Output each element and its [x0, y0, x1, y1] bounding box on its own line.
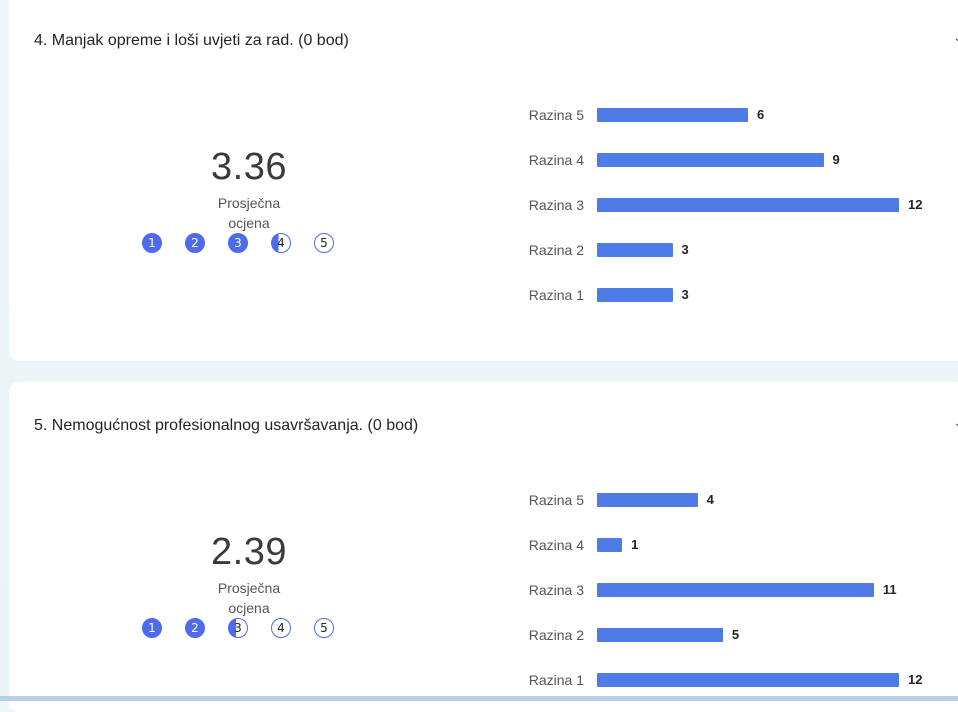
rating-circle-1: 1	[142, 618, 162, 638]
bar-row: Razina 3 11	[518, 580, 958, 600]
average-rating-label: Prosječna ocjena	[217, 580, 281, 616]
bar-row: Razina 2 5	[518, 625, 958, 645]
rating-circle-3: 3	[228, 618, 248, 638]
bar	[597, 153, 824, 167]
question-title: 4. Manjak opreme i loši uvjeti za rad. (…	[34, 32, 349, 49]
chevron-down-icon[interactable]: ⌄	[953, 30, 958, 46]
bar	[597, 493, 698, 507]
bottom-border	[0, 696, 958, 701]
bar-label: Razina 3	[528, 197, 584, 213]
bar-row: Razina 5 4	[518, 490, 958, 510]
bar-label: Razina 2	[528, 242, 584, 258]
bar-label: Razina 1	[528, 672, 584, 688]
rating-circles: 1 2 3 4 5	[142, 233, 342, 257]
bar-count: 11	[882, 582, 897, 597]
bar-count: 1	[631, 537, 639, 552]
bar-count: 12	[908, 672, 923, 687]
bar-row: Razina 2 3	[518, 240, 958, 260]
bar-count: 9	[832, 152, 840, 167]
bar-row: Razina 1 3	[518, 285, 958, 305]
bar-label: Razina 5	[528, 492, 584, 508]
question-card-4: 4. Manjak opreme i loši uvjeti za rad. (…	[9, 0, 958, 361]
rating-circle-2: 2	[185, 618, 205, 638]
bar-row: Razina 3 12	[518, 195, 958, 215]
bar	[597, 198, 899, 212]
average-rating-label: Prosječna ocjena	[217, 195, 281, 231]
bar-label: Razina 3	[528, 582, 584, 598]
average-rating-value: 3.36	[211, 146, 287, 188]
bar-count: 4	[706, 492, 714, 507]
bar	[597, 288, 673, 302]
rating-circle-5: 5	[314, 233, 334, 253]
bar-count: 3	[681, 242, 689, 257]
rating-circle-1: 1	[142, 233, 162, 253]
chevron-down-icon[interactable]: ⌄	[953, 415, 958, 431]
bar-label: Razina 5	[528, 107, 584, 123]
bar-count: 3	[681, 287, 689, 302]
rating-circle-3: 3	[228, 233, 248, 253]
average-rating-value: 2.39	[211, 531, 287, 573]
question-title: 5. Nemogućnost profesionalnog usavršavan…	[34, 417, 419, 434]
rating-circle-2: 2	[185, 233, 205, 253]
bar-label: Razina 4	[528, 537, 584, 553]
rating-circle-4: 4	[271, 618, 291, 638]
bar-count: 5	[731, 627, 740, 642]
bar	[597, 673, 899, 687]
rating-circles: 1 2 3 4 5	[142, 618, 342, 642]
bar-count: 6	[757, 107, 765, 122]
bar	[597, 628, 723, 642]
bar-label: Razina 4	[528, 152, 584, 168]
bar	[597, 108, 748, 122]
rating-circle-5: 5	[314, 618, 334, 638]
bar	[597, 538, 623, 552]
bar-row: Razina 4 1	[518, 535, 958, 555]
bar-row: Razina 4 9	[518, 150, 958, 170]
bar-row: Razina 1 12	[518, 670, 958, 690]
question-card-5: 5. Nemogućnost profesionalnog usavršavan…	[9, 382, 958, 712]
bar-count: 12	[908, 197, 923, 212]
bar	[597, 243, 673, 257]
rating-circle-4: 4	[271, 233, 291, 253]
bar-label: Razina 2	[528, 627, 584, 643]
bar-row: Razina 5 6	[518, 105, 958, 125]
bar	[597, 583, 874, 597]
bar-label: Razina 1	[528, 287, 584, 303]
